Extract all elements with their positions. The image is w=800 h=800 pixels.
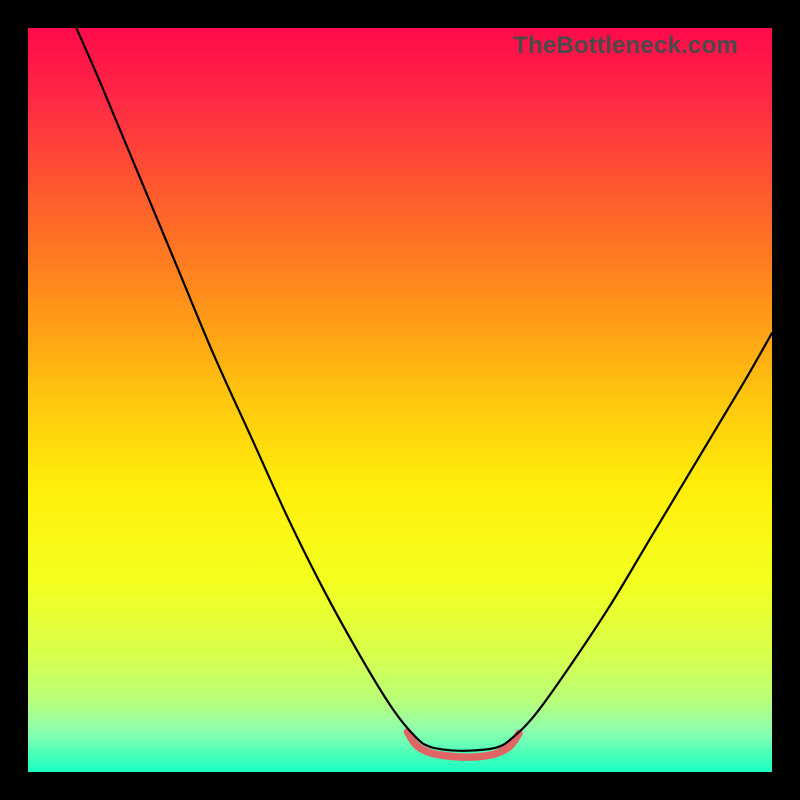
plot-area <box>28 28 772 772</box>
plot-svg <box>28 28 772 772</box>
gradient-background <box>28 28 772 772</box>
watermark-text: TheBottleneck.com <box>513 32 738 60</box>
chart-frame: TheBottleneck.com <box>0 0 800 800</box>
